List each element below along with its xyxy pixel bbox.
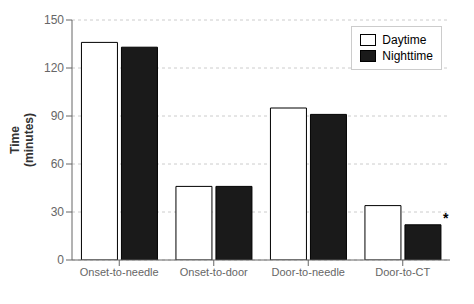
svg-text:30: 30 — [51, 205, 65, 219]
svg-text:120: 120 — [44, 61, 64, 75]
html-text:Nighttime: Nighttime — [382, 49, 433, 63]
html-text:Daytime: Daytime — [382, 33, 427, 47]
svg-text:Door-to-needle: Door-to-needle — [272, 266, 345, 278]
svg-text:90: 90 — [51, 109, 65, 123]
svg-text:0: 0 — [57, 253, 64, 267]
svg-text:Time(minutes): Time(minutes) — [8, 113, 36, 167]
svg-text:Door-to-CT: Door-to-CT — [375, 266, 430, 278]
svg-text:Onset-to-needle: Onset-to-needle — [80, 266, 159, 278]
svg-text:150: 150 — [44, 13, 64, 27]
svg-text:*: * — [443, 210, 449, 226]
svg-text:Onset-to-door: Onset-to-door — [180, 266, 248, 278]
svg-text:60: 60 — [51, 157, 65, 171]
